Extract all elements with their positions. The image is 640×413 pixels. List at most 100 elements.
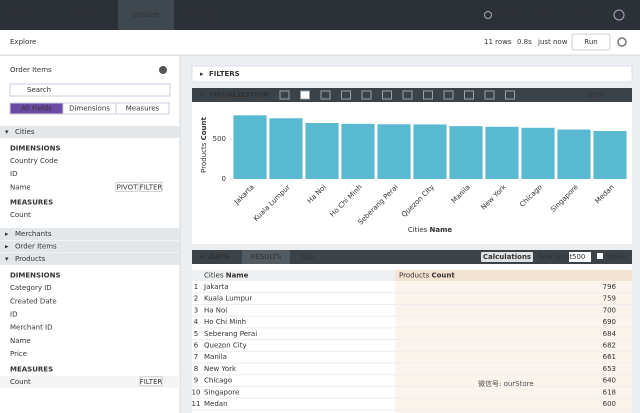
- calculations[interactable]: Calculations: [483, 253, 531, 261]
- watermark: 微信号: ourStore: [478, 379, 534, 388]
- dimension[interactable]: Merchant ID: [10, 324, 53, 332]
- nav-help[interactable]: Help: [533, 11, 550, 19]
- filter-btn[interactable]: [139, 181, 163, 192]
- filters-title[interactable]: FILTERS: [209, 70, 240, 78]
- viz-type-icon[interactable]: [279, 90, 290, 100]
- nav-admin[interactable]: Admin: [573, 11, 595, 19]
- viz-type-icon[interactable]: [402, 90, 413, 100]
- row-limit-label: Row Limit: [538, 253, 572, 261]
- search-icon[interactable]: [484, 11, 492, 19]
- y-tick-label: 500: [213, 135, 226, 143]
- row-number: 11: [192, 400, 201, 408]
- row-number: 4: [194, 318, 199, 326]
- sidebar-search[interactable]: [9, 83, 171, 97]
- dimension[interactable]: ID: [10, 311, 17, 319]
- row-number: 8: [194, 365, 198, 373]
- filter-btn[interactable]: [139, 376, 163, 387]
- x-label-view: Cities: [408, 226, 428, 234]
- nav-item[interactable]: Develop: [186, 11, 215, 19]
- collapse-icon[interactable]: [159, 66, 167, 74]
- cell-name: Medan: [204, 400, 228, 408]
- viz-type-icon[interactable]: [320, 90, 331, 100]
- totals-checkbox[interactable]: [597, 253, 603, 259]
- dimension[interactable]: ID: [10, 170, 17, 178]
- view-name[interactable]: Cities: [15, 128, 35, 136]
- view-name[interactable]: Merchants: [15, 230, 52, 238]
- bar[interactable]: [593, 131, 627, 179]
- field-tab-label[interactable]: All Fields: [21, 105, 52, 113]
- view-header[interactable]: [0, 126, 180, 138]
- pivot-btn[interactable]: [115, 181, 139, 192]
- data-tab[interactable]: RESULTS: [251, 253, 282, 261]
- bar[interactable]: [521, 127, 555, 179]
- field-tab-label[interactable]: Measures: [126, 105, 160, 113]
- dimension[interactable]: Name: [10, 183, 31, 191]
- bar[interactable]: [449, 126, 483, 179]
- nav-item[interactable]: Browse: [74, 11, 100, 19]
- cell-name: Quezon City: [204, 342, 247, 350]
- run-label[interactable]: Run: [584, 38, 597, 46]
- bar[interactable]: [557, 129, 591, 179]
- cell-count: 618: [603, 388, 616, 396]
- filter-label[interactable]: FILTER: [140, 183, 163, 191]
- dimension[interactable]: Created Date: [10, 297, 57, 305]
- viz-type-icon[interactable]: [443, 90, 454, 100]
- header-bar: [0, 30, 640, 55]
- table-header: [192, 270, 395, 281]
- dimension[interactable]: Country Code: [10, 157, 58, 165]
- table-header-measure: [395, 270, 632, 281]
- field-tab-label[interactable]: Dimensions: [69, 105, 110, 113]
- measure[interactable]: Count: [10, 378, 31, 386]
- dimension[interactable]: Category ID: [10, 284, 52, 292]
- viz-type-icon[interactable]: [382, 90, 392, 100]
- nav-search[interactable]: Search: [494, 11, 518, 19]
- filter-label[interactable]: FILTER: [140, 378, 163, 386]
- bar[interactable]: [485, 126, 519, 179]
- settings-icon[interactable]: [617, 37, 627, 47]
- cell-name: Seberang Perai: [204, 330, 257, 338]
- viz-type-icon[interactable]: [464, 90, 474, 100]
- bar[interactable]: [269, 118, 303, 179]
- bar[interactable]: [377, 124, 411, 179]
- data-tab[interactable]: SQL: [301, 253, 315, 261]
- results-tab-bg[interactable]: [242, 250, 290, 264]
- dimension[interactable]: Name: [10, 337, 31, 345]
- view-header[interactable]: [0, 253, 180, 266]
- measure-column: [395, 281, 632, 413]
- cell-name: Manila: [204, 353, 227, 361]
- row-number: 7: [194, 353, 198, 361]
- view-header[interactable]: [0, 228, 180, 241]
- view-name[interactable]: Order Items: [15, 243, 57, 251]
- dimension[interactable]: Price: [10, 350, 27, 358]
- bar[interactable]: [305, 123, 339, 179]
- column-header[interactable]: Products Count: [399, 272, 455, 280]
- bar[interactable]: [233, 115, 267, 179]
- nav-item[interactable]: Explore: [133, 11, 159, 19]
- view-caret: ▾: [5, 255, 9, 263]
- top-nav: [0, 0, 640, 30]
- viz-edit[interactable]: EDIT: [588, 91, 605, 99]
- cell-name: Singapore: [204, 388, 239, 396]
- user-icon[interactable]: [613, 9, 625, 21]
- viz-type-icon[interactable]: [505, 90, 515, 100]
- bar[interactable]: [413, 124, 447, 179]
- cell-count: 640: [603, 377, 616, 385]
- viz-type-icon[interactable]: [361, 90, 372, 100]
- viz-type-icon[interactable]: [484, 90, 495, 100]
- bar[interactable]: [341, 123, 375, 179]
- viz-type-icon[interactable]: [300, 90, 310, 100]
- column-header[interactable]: Cities Name: [204, 272, 249, 280]
- pivot-label[interactable]: PIVOT: [117, 183, 138, 191]
- field-tab[interactable]: [115, 102, 170, 115]
- calculations-button[interactable]: [481, 252, 533, 262]
- run-button[interactable]: [571, 33, 611, 51]
- x-axis-label: Cities Name: [408, 226, 453, 234]
- measure[interactable]: Count: [10, 211, 31, 219]
- viz-type-icon[interactable]: [341, 90, 351, 100]
- viz-type-icon[interactable]: [423, 90, 433, 100]
- view-header[interactable]: [0, 240, 180, 253]
- row-limit-input[interactable]: [569, 252, 591, 262]
- filters-panel[interactable]: [191, 65, 633, 83]
- view-name[interactable]: Products: [15, 255, 46, 263]
